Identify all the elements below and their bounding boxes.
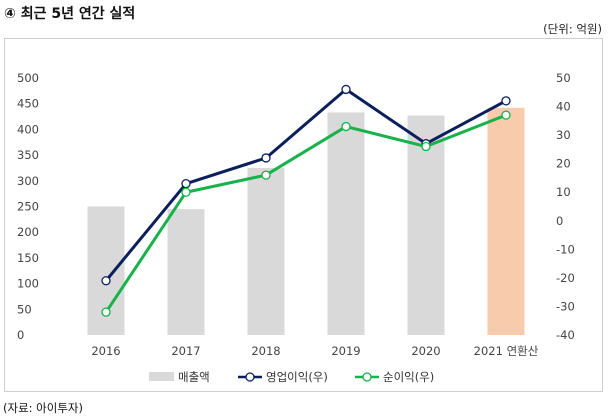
y-left-tick: 0: [17, 328, 24, 342]
x-tick-label: 2021 연환산: [474, 344, 539, 358]
chart-frame: [4, 38, 603, 392]
point-operating-profit: [101, 276, 111, 286]
x-tick-label: 2018: [251, 344, 280, 358]
legend-marker-operating: [245, 372, 255, 382]
y-left-tick: 450: [17, 97, 39, 111]
y-right-tick: 20: [556, 157, 571, 171]
point-net-income: [261, 170, 271, 180]
line-operating-profit: [104, 87, 507, 282]
point-net-income: [101, 307, 111, 317]
unit-label: (단위: 억원): [543, 22, 602, 36]
line-net-income: [104, 113, 507, 313]
y-right-tick: 10: [556, 185, 571, 199]
y-right-tick: -10: [556, 242, 575, 256]
y-left-tick: 400: [17, 122, 39, 136]
point-net-income: [421, 141, 431, 152]
point-operating-profit: [181, 179, 191, 189]
legend-swatch-sales: [149, 372, 174, 381]
y-left-tick: 500: [17, 71, 39, 85]
bar-2020: [407, 115, 445, 335]
legend-label-sales: 매출액: [178, 370, 210, 384]
bar-2021 연환산: [487, 107, 525, 335]
point-net-income: [181, 187, 191, 197]
legend-marker-net: [362, 372, 372, 382]
point-net-income: [341, 121, 351, 132]
point-net-income: [501, 110, 511, 120]
source-label: (자료: 아이투자): [3, 401, 83, 415]
y-left-tick: 150: [17, 251, 39, 265]
y-right-tick: -40: [556, 328, 575, 342]
y-right-tick: 30: [556, 128, 571, 142]
chart-title: ④ 최근 5년 연간 실적: [4, 6, 136, 22]
legend-label-operating: 영업이익(우): [266, 370, 328, 384]
x-tick-label: 2017: [171, 344, 200, 358]
point-operating-profit: [261, 153, 271, 163]
y-right-tick: 0: [556, 214, 563, 228]
bar-2017: [167, 209, 205, 335]
y-left-tick: 100: [17, 277, 39, 291]
y-right-tick: -20: [556, 271, 575, 285]
legend-label-net: 순이익(우): [383, 370, 434, 384]
x-tick-label: 2020: [411, 344, 440, 358]
y-right-tick: -30: [556, 299, 575, 313]
y-left-tick: 350: [17, 148, 39, 162]
y-left-tick: 250: [17, 200, 39, 214]
y-right-tick: 40: [556, 100, 571, 114]
point-operating-profit: [341, 84, 351, 95]
x-tick-label: 2019: [331, 344, 360, 358]
y-right-tick: 50: [556, 71, 571, 85]
point-operating-profit: [501, 96, 511, 106]
y-left-tick: 300: [17, 174, 39, 188]
bar-2018: [247, 167, 285, 335]
y-left-tick: 50: [17, 302, 32, 316]
bar-2019: [327, 112, 365, 335]
y-left-tick: 200: [17, 225, 39, 239]
x-tick-label: 2016: [91, 344, 120, 358]
